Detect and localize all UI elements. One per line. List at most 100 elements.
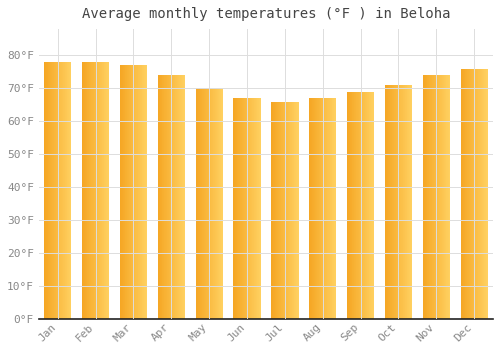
- Bar: [282, 102, 283, 319]
- Bar: [463, 69, 464, 319]
- Bar: [242, 98, 243, 319]
- Bar: [426, 75, 427, 319]
- Bar: [93, 62, 94, 319]
- Bar: [432, 75, 433, 319]
- Bar: [311, 98, 312, 319]
- Bar: [162, 75, 163, 319]
- Bar: [84, 62, 86, 319]
- Bar: [348, 92, 349, 319]
- Bar: [393, 85, 394, 319]
- Bar: [248, 98, 249, 319]
- Bar: [481, 69, 482, 319]
- Bar: [438, 75, 439, 319]
- Bar: [176, 75, 177, 319]
- Bar: [399, 85, 400, 319]
- Bar: [390, 85, 391, 319]
- Bar: [253, 98, 254, 319]
- Bar: [60, 62, 61, 319]
- Bar: [122, 65, 124, 319]
- Bar: [373, 92, 374, 319]
- Bar: [44, 62, 45, 319]
- Bar: [133, 65, 134, 319]
- Bar: [182, 75, 183, 319]
- Bar: [462, 69, 464, 319]
- Bar: [216, 88, 218, 319]
- Bar: [62, 62, 64, 319]
- Bar: [443, 75, 444, 319]
- Bar: [211, 88, 212, 319]
- Bar: [322, 98, 323, 319]
- Bar: [440, 75, 441, 319]
- Bar: [470, 69, 472, 319]
- Bar: [295, 102, 296, 319]
- Bar: [209, 88, 210, 319]
- Bar: [436, 75, 437, 319]
- Bar: [68, 62, 70, 319]
- Bar: [124, 65, 126, 319]
- Bar: [474, 69, 475, 319]
- Bar: [234, 98, 235, 319]
- Bar: [286, 102, 287, 319]
- Bar: [329, 98, 330, 319]
- Bar: [313, 98, 314, 319]
- Bar: [472, 69, 473, 319]
- Bar: [245, 98, 246, 319]
- Bar: [96, 62, 97, 319]
- Bar: [297, 102, 298, 319]
- Bar: [54, 62, 55, 319]
- Bar: [314, 98, 316, 319]
- Bar: [183, 75, 184, 319]
- Bar: [397, 85, 398, 319]
- Bar: [205, 88, 206, 319]
- Bar: [435, 75, 436, 319]
- Bar: [196, 88, 197, 319]
- Bar: [55, 62, 56, 319]
- Bar: [218, 88, 219, 319]
- Bar: [274, 102, 276, 319]
- Bar: [184, 75, 185, 319]
- Bar: [128, 65, 130, 319]
- Bar: [322, 98, 324, 319]
- Bar: [84, 62, 85, 319]
- Bar: [89, 62, 90, 319]
- Bar: [70, 62, 72, 319]
- Bar: [210, 88, 212, 319]
- Bar: [104, 62, 105, 319]
- Bar: [408, 85, 410, 319]
- Bar: [222, 88, 223, 319]
- Bar: [95, 62, 96, 319]
- Bar: [394, 85, 395, 319]
- Bar: [400, 85, 401, 319]
- Bar: [236, 98, 237, 319]
- Bar: [237, 98, 238, 319]
- Bar: [332, 98, 333, 319]
- Bar: [130, 65, 131, 319]
- Bar: [234, 98, 236, 319]
- Bar: [482, 69, 483, 319]
- Bar: [326, 98, 327, 319]
- Bar: [476, 69, 477, 319]
- Bar: [70, 62, 71, 319]
- Bar: [351, 92, 352, 319]
- Bar: [358, 92, 360, 319]
- Bar: [165, 75, 166, 319]
- Bar: [290, 102, 291, 319]
- Bar: [167, 75, 168, 319]
- Bar: [460, 69, 462, 319]
- Bar: [65, 62, 66, 319]
- Bar: [251, 98, 252, 319]
- Bar: [241, 98, 242, 319]
- Bar: [99, 62, 100, 319]
- Bar: [143, 65, 144, 319]
- Bar: [170, 75, 172, 319]
- Bar: [361, 92, 362, 319]
- Bar: [354, 92, 355, 319]
- Bar: [403, 85, 404, 319]
- Bar: [247, 98, 248, 319]
- Bar: [238, 98, 239, 319]
- Bar: [48, 62, 49, 319]
- Bar: [470, 69, 471, 319]
- Bar: [398, 85, 399, 319]
- Bar: [172, 75, 174, 319]
- Bar: [349, 92, 350, 319]
